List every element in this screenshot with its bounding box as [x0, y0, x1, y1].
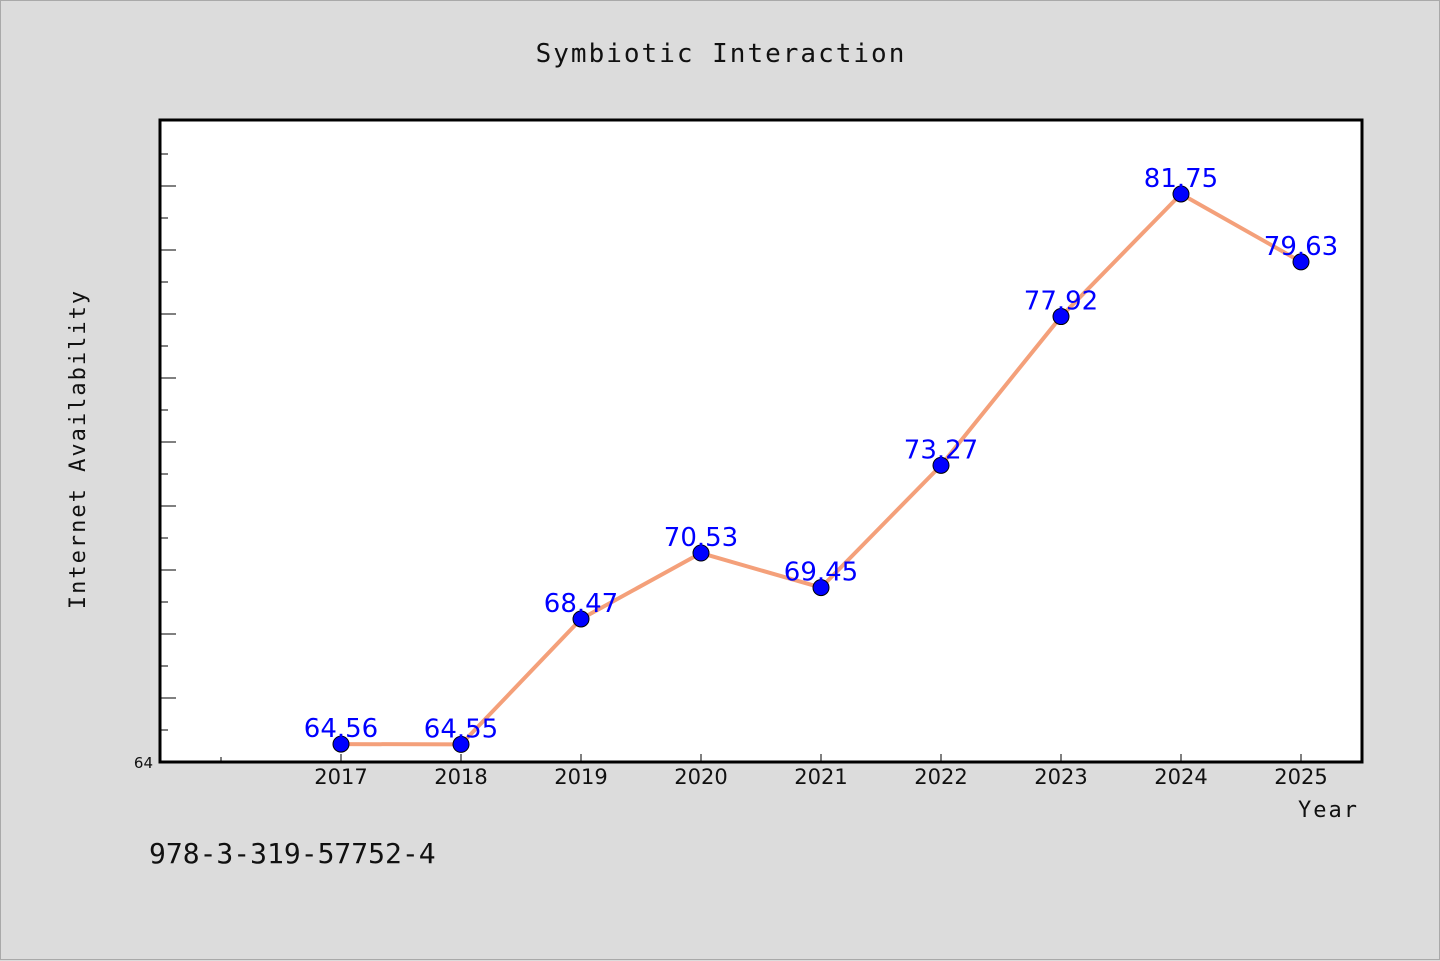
- footnote-isbn: 978-3-319-57752-4: [149, 837, 436, 870]
- data-label: 81.75: [1144, 164, 1218, 194]
- data-point: [332, 735, 350, 753]
- x-tick-label: 2018: [434, 765, 487, 789]
- x-tick-label: 2024: [1154, 765, 1207, 789]
- x-axis-ticks: 2017 2018 2019 2020 2021 2022 2023 2024 2025: [220, 754, 1328, 789]
- data-label: 64.55: [424, 714, 498, 744]
- x-tick-label: 2020: [674, 765, 727, 789]
- x-tick-label: 2023: [1034, 765, 1087, 789]
- data-label: 68.47: [544, 589, 618, 619]
- x-tick-label: 2019: [554, 765, 607, 789]
- data-labels: 64.56 64.55 68.47 70.53 69.45 73.27 77.92 81.75…: [304, 164, 1338, 744]
- x-axis-label: Year: [1298, 798, 1359, 823]
- y-axis-ticks: 64: [134, 153, 176, 772]
- y-axis-label: Internet Availability: [66, 289, 91, 609]
- data-series: [332, 185, 1310, 753]
- y-tick-label: 64: [134, 754, 153, 772]
- data-label: 70.53: [664, 523, 738, 553]
- data-point: [812, 579, 830, 597]
- x-tick-label: 2022: [914, 765, 967, 789]
- data-point: [572, 610, 590, 628]
- data-label: 69.45: [784, 558, 858, 588]
- x-tick-label: 2017: [314, 765, 367, 789]
- data-label: 77.92: [1024, 287, 1098, 317]
- data-point: [1172, 185, 1190, 203]
- data-point: [932, 456, 950, 474]
- data-point: [1052, 308, 1070, 326]
- data-point: [1292, 253, 1310, 271]
- data-label: 64.56: [304, 714, 378, 744]
- chart-title: Symbiotic Interaction: [536, 39, 907, 69]
- data-label: 79.63: [1264, 232, 1338, 262]
- data-point: [692, 544, 710, 562]
- x-tick-label: 2025: [1274, 765, 1327, 789]
- x-tick-label: 2021: [794, 765, 847, 789]
- plot-area: [158, 118, 1364, 764]
- data-point: [452, 735, 470, 753]
- data-label: 73.27: [904, 435, 978, 465]
